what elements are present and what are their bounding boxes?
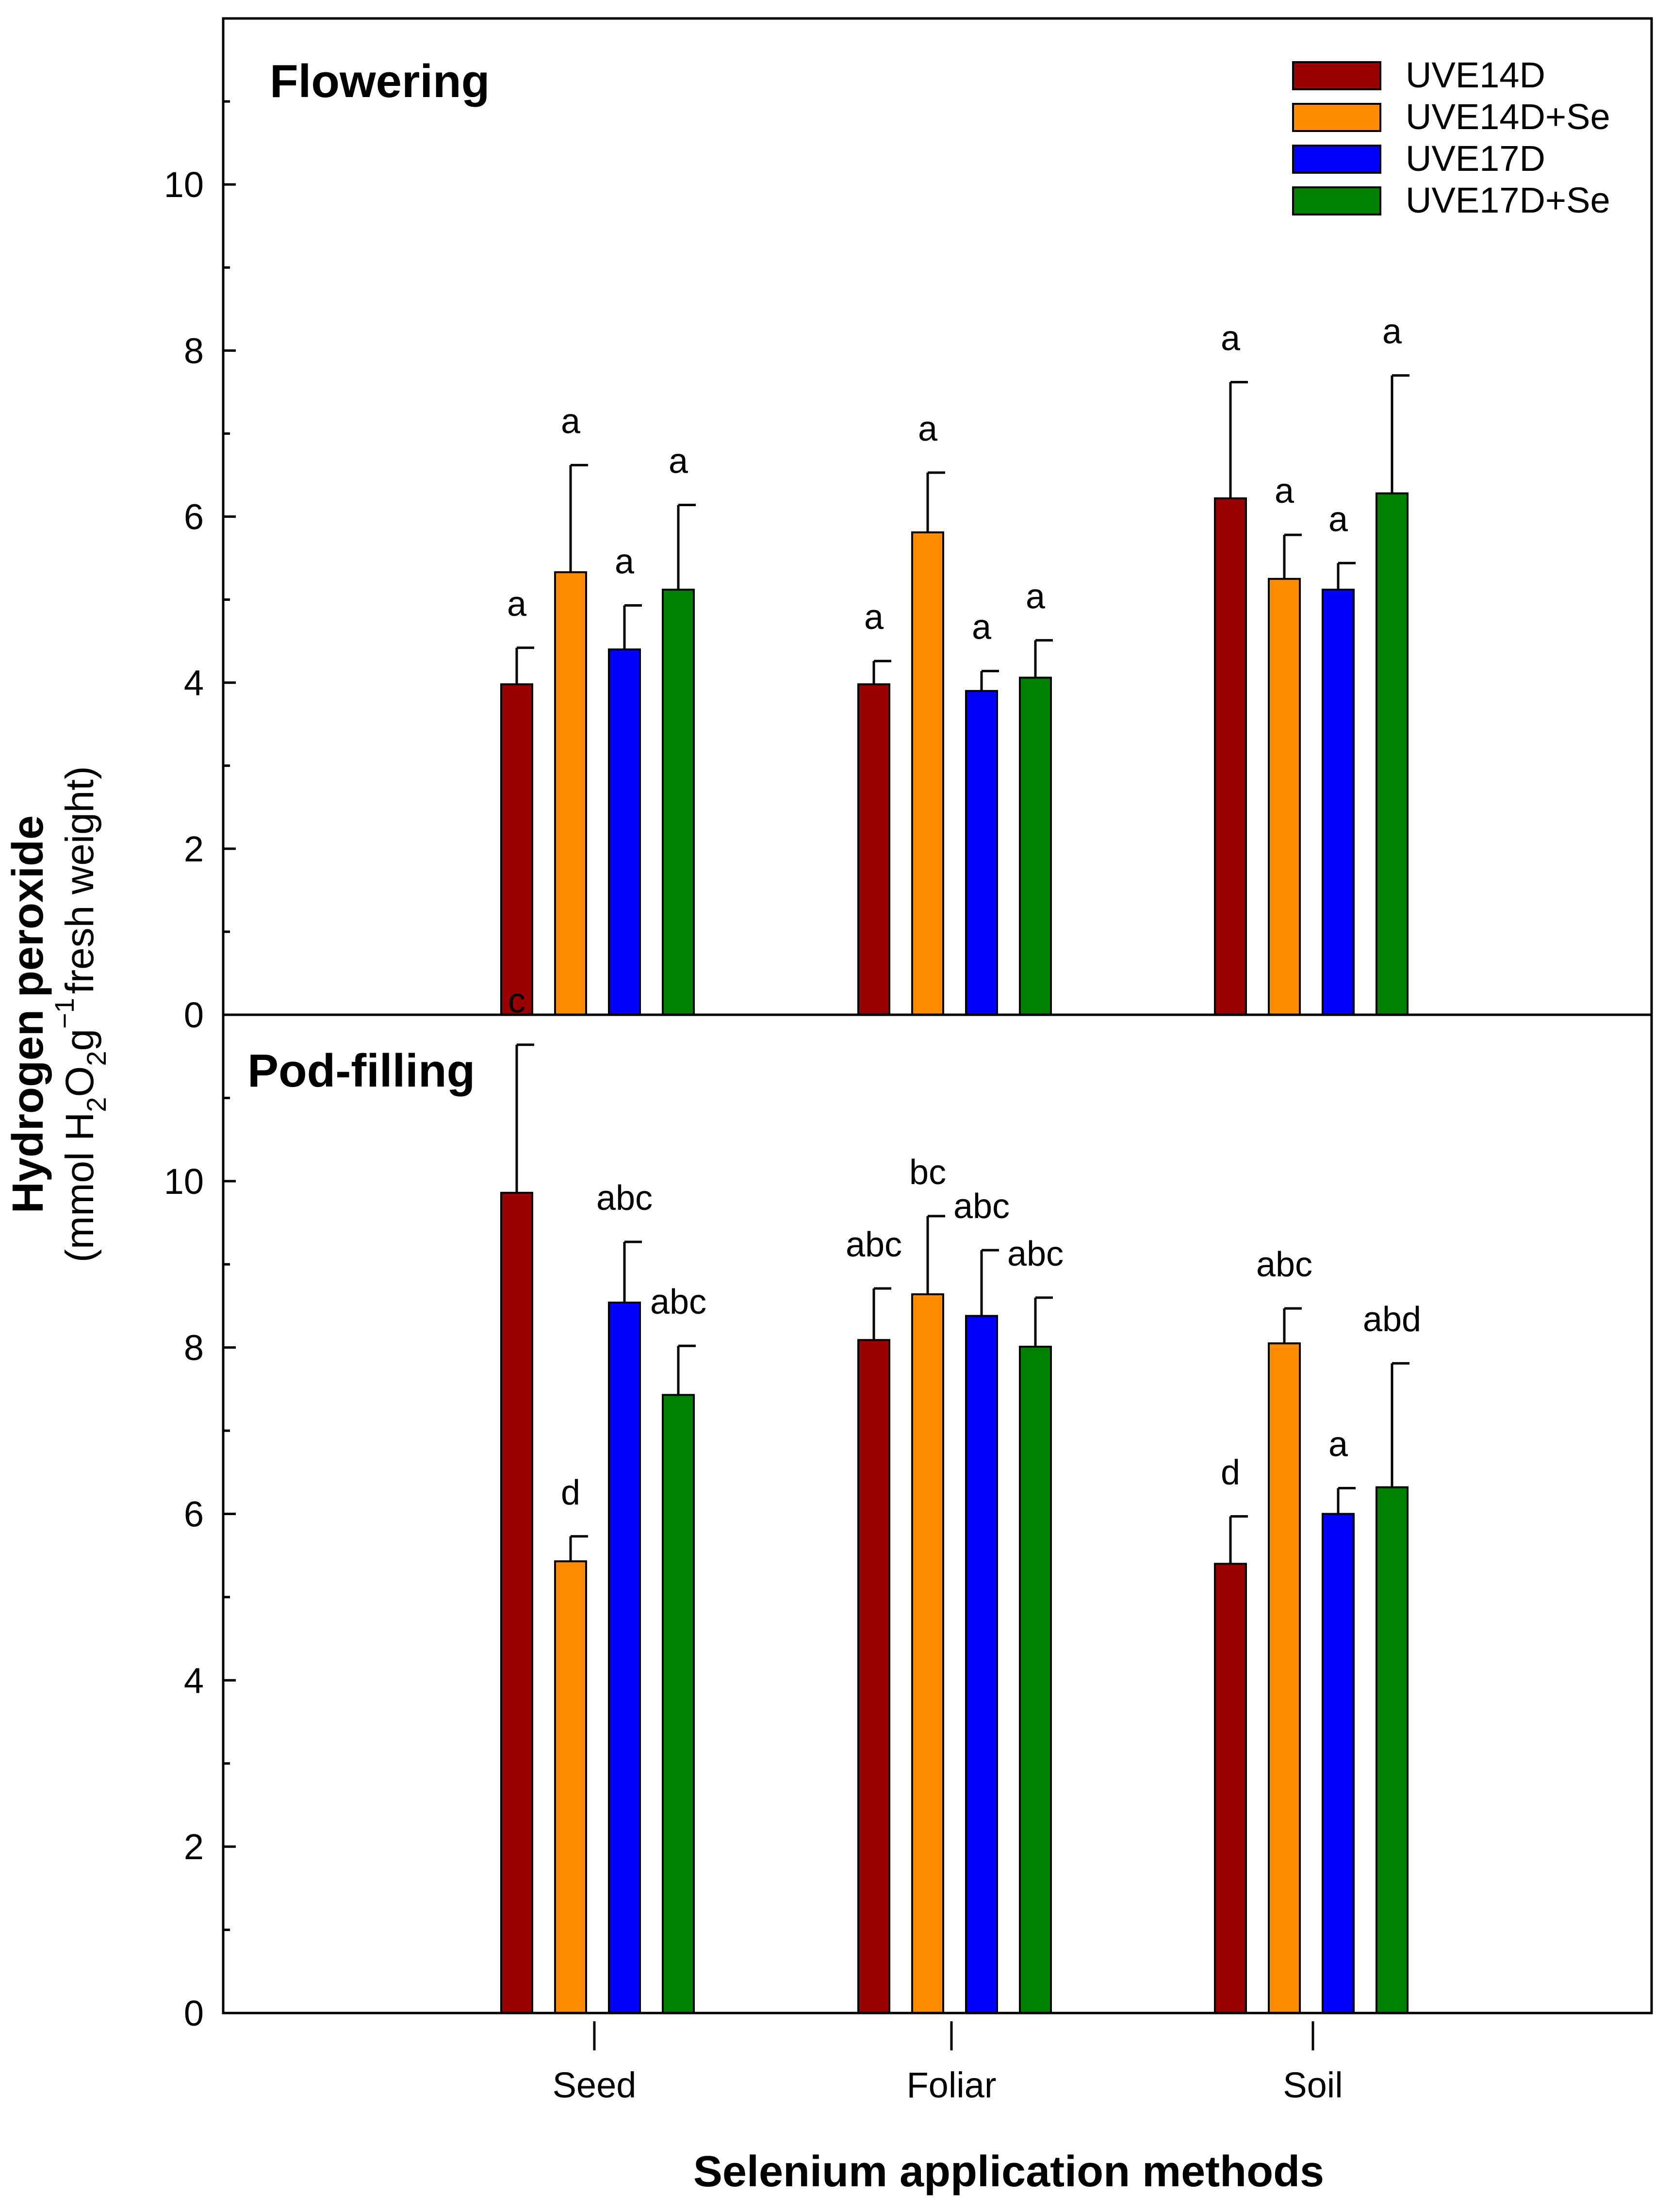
significance-label: bc [909, 1153, 946, 1192]
significance-label: abc [1007, 1235, 1064, 1273]
significance-label: a [561, 402, 581, 441]
y-tick-label: 6 [184, 497, 204, 537]
y-unit-sup: −1 [49, 998, 80, 1029]
y-tick-label: 8 [184, 1328, 204, 1368]
significance-label: a [1275, 472, 1294, 511]
bar-flowering-foliar-0 [857, 683, 890, 1016]
legend-swatch-uve17d-plus-se [1292, 186, 1381, 215]
y-unit-sub-1: 2 [81, 1097, 112, 1112]
significance-label: a [918, 410, 938, 448]
significance-label: c [508, 982, 525, 1021]
bar-pod-filling-foliar-0 [857, 1339, 890, 2014]
y-axis-title: Hydrogen peroxide [4, 815, 52, 1213]
bar-pod-filling-soil-0 [1214, 1563, 1247, 2014]
y-tick-label: 0 [184, 995, 204, 1035]
significance-label: a [972, 608, 992, 647]
significance-label: a [1328, 500, 1348, 539]
y-tick-label: 4 [184, 663, 204, 703]
significance-label: abc [650, 1283, 706, 1321]
significance-label: a [1328, 1425, 1348, 1464]
bar-pod-filling-foliar-1 [911, 1293, 944, 2014]
y-unit-suffix: fresh weight) [58, 766, 102, 994]
legend-swatch-uve17d [1292, 145, 1381, 174]
legend-swatch-uve14d-plus-se [1292, 103, 1381, 132]
y-tick-label: 4 [184, 1660, 204, 1700]
bar-flowering-foliar-3 [1019, 677, 1052, 1016]
x-tick-label-soil: Soil [1283, 2065, 1343, 2105]
bar-flowering-foliar-1 [911, 531, 944, 1016]
y-tick-label: 2 [184, 1827, 204, 1867]
bar-flowering-soil-3 [1376, 492, 1409, 1016]
panel-title-pod-filling: Pod-filling [247, 1045, 475, 1097]
bar-pod-filling-foliar-2 [965, 1315, 998, 2014]
bar-flowering-foliar-2 [965, 690, 998, 1016]
significance-label: a [507, 585, 527, 624]
significance-label: abc [846, 1225, 902, 1264]
significance-label: a [1382, 313, 1402, 351]
significance-label: a [615, 543, 635, 581]
x-tick-label-seed: Seed [553, 2065, 637, 2105]
significance-label: d [1221, 1453, 1240, 1492]
bar-flowering-seed-1 [554, 571, 587, 1016]
bar-pod-filling-seed-3 [662, 1394, 695, 2014]
bar-pod-filling-foliar-3 [1019, 1345, 1052, 2014]
bar-flowering-soil-2 [1322, 589, 1355, 1016]
legend-label-uve17d-plus-se: UVE17D+Se [1406, 180, 1610, 220]
y-axis-unit: (mmol H2O2g−1fresh weight) [49, 766, 112, 1263]
legend-label-uve14d-plus-se: UVE14D+Se [1406, 97, 1610, 137]
x-axis-title: Selenium application methods [693, 2147, 1324, 2196]
y-tick-label: 8 [184, 330, 204, 371]
panel-title-flowering: Flowering [270, 55, 490, 107]
legend-swatch-uve14d [1292, 61, 1381, 90]
bar-flowering-seed-0 [500, 683, 533, 1016]
y-axis-title-group: Hydrogen peroxide (mmol H2O2g−1fresh wei… [4, 766, 112, 1263]
y-tick-label: 10 [164, 1161, 204, 1202]
y-tick-label: 10 [164, 165, 204, 205]
y-unit-g: g [58, 1029, 102, 1051]
bar-flowering-soil-0 [1214, 497, 1247, 1016]
y-tick-label: 0 [184, 1993, 204, 2033]
bar-pod-filling-soil-2 [1322, 1513, 1355, 2014]
significance-label: abc [1256, 1245, 1312, 1284]
bar-pod-filling-seed-0 [500, 1191, 533, 2014]
bar-flowering-seed-3 [662, 589, 695, 1016]
legend-label-uve17d: UVE17D [1406, 138, 1545, 179]
bar-pod-filling-seed-2 [608, 1302, 641, 2014]
significance-label: a [669, 442, 688, 481]
bar-pod-filling-soil-3 [1376, 1486, 1409, 2014]
x-tick-label-foliar: Foliar [906, 2065, 996, 2105]
y-unit-prefix: (mmol H [58, 1112, 102, 1263]
bar-flowering-soil-1 [1268, 578, 1301, 1016]
significance-label: abd [1363, 1300, 1421, 1339]
y-tick-label: 6 [184, 1494, 204, 1535]
significance-label: a [1221, 319, 1241, 358]
significance-label: d [561, 1473, 580, 1512]
bar-pod-filling-soil-1 [1268, 1342, 1301, 2014]
y-unit-o: O [58, 1066, 102, 1097]
y-unit-sub-2: 2 [81, 1051, 112, 1066]
legend-label-uve14d: UVE14D [1406, 55, 1545, 95]
significance-label: abc [953, 1187, 1010, 1226]
y-tick-label: 2 [184, 829, 204, 869]
bar-pod-filling-seed-1 [554, 1560, 587, 2014]
significance-label: abc [596, 1179, 653, 1218]
significance-label: a [1026, 577, 1046, 616]
bar-flowering-seed-2 [608, 648, 641, 1016]
significance-label: a [864, 598, 884, 637]
